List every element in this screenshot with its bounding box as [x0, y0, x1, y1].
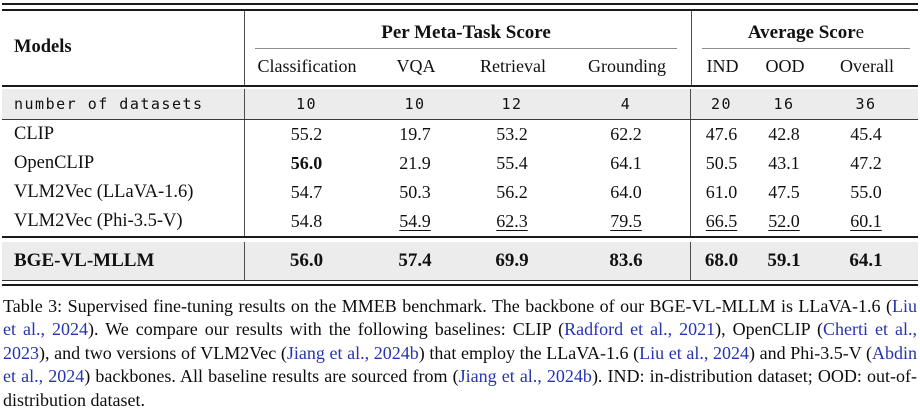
table-header: Models Per Meta-Task Score Average Score…	[2, 10, 918, 85]
value-cell: 55.0	[850, 181, 882, 202]
caption-text: ), and two versions of VLM2Vec (	[39, 342, 287, 363]
value-cell: 83.6	[609, 249, 643, 271]
dataset-count-cell: 10	[244, 88, 368, 119]
value-cell: 69.9	[495, 249, 529, 271]
top-rule-thick	[2, 8, 918, 11]
value-cell: 50.5	[690, 148, 752, 178]
value-cell: 59.1	[767, 249, 801, 271]
value-cell: 61.0	[690, 177, 752, 207]
dataset-count-cell: 4	[620, 94, 632, 113]
citation-link[interactable]: Jiang et al., 2024b	[458, 366, 592, 386]
value-cell: 42.8	[768, 123, 800, 144]
group-per-meta-task: Per Meta-Task Score	[245, 11, 691, 49]
value-cell: 57.4	[398, 249, 432, 271]
dataset-count-cell: 10	[404, 94, 426, 113]
body-bottom-rule	[2, 235, 918, 238]
datasets-row-label: number of datasets	[14, 94, 204, 113]
value-cell: 56.2	[496, 181, 528, 202]
column-header-ind: IND	[691, 48, 753, 85]
value-cell: 64.1	[849, 249, 883, 271]
model-name-cell: VLM2Vec (LLaVA-1.6)	[14, 181, 194, 202]
caption-text: ), OpenCLIP (	[715, 319, 823, 339]
value-cell: 54.9	[399, 210, 431, 231]
value-cell: 66.5	[690, 206, 752, 236]
dataset-count-cell: 16	[773, 94, 795, 113]
citation-link[interactable]: Radford et al., 2021	[564, 319, 716, 339]
value-cell: 52.0	[768, 210, 800, 231]
group-average-score-label-tail: e	[855, 21, 865, 43]
bottom-rule	[2, 283, 918, 286]
value-cell: 47.6	[690, 119, 752, 149]
model-name-cell: CLIP	[14, 123, 55, 144]
citation-link[interactable]: Cherti et al., 2023	[3, 319, 917, 363]
value-cell: 64.0	[610, 181, 642, 202]
caption-text: ) that employ the LLaVA-1.6 (	[418, 342, 640, 363]
caption-text: ). We compare our results with the follo…	[88, 319, 565, 339]
table-row: OpenCLIP 56.0 21.9 55.4 64.1 50.5 43.1 47.2	[2, 148, 918, 178]
caption-text: Table 3: Supervised fine-tuning results …	[3, 295, 892, 316]
value-cell: 62.3	[496, 210, 528, 231]
value-cell: 56.0	[244, 148, 368, 178]
baseline-rows: CLIP 55.2 19.7 53.2 62.2 47.6 42.8 45.4 OpenCLIP…	[2, 119, 918, 236]
header-bottom-rule	[2, 84, 918, 87]
model-name-cell: BGE-VL-MLLM	[14, 249, 155, 271]
table-row: VLM2Vec (LLaVA-1.6) 54.7 50.3 56.2 64.0 61.0 4…	[2, 177, 918, 207]
value-cell: 50.3	[399, 181, 431, 202]
value-cell: 60.1	[850, 210, 882, 231]
group-average-score-label: Average Score	[702, 22, 910, 49]
citation-link[interactable]: Liu et al., 2024	[639, 342, 749, 363]
table-caption: Table 3: Supervised fine-tuning results …	[3, 295, 917, 413]
dataset-count-cell: 12	[501, 94, 523, 113]
table-row: CLIP 55.2 19.7 53.2 62.2 47.6 42.8 45.4	[2, 119, 918, 149]
value-cell: 62.2	[610, 123, 642, 144]
table-row: VLM2Vec (Phi-3.5-V) 54.8 54.9 62.3 79.5 66.5 5…	[2, 206, 918, 236]
value-cell: 19.7	[399, 123, 431, 144]
value-cell: 54.8	[244, 206, 368, 236]
top-rule-thin	[2, 3, 918, 5]
header-groups: Per Meta-Task Score Average Score Classi…	[244, 10, 918, 85]
models-column-header: Models	[14, 37, 72, 57]
group-per-meta-task-label: Per Meta-Task Score	[255, 22, 677, 49]
citation-link[interactable]: Abdin et al., 2024	[3, 342, 917, 387]
column-header-overall: Overall	[840, 56, 894, 76]
number-of-datasets-row: number of datasets 10 10 12 4 20 16 36	[2, 88, 918, 120]
model-name-cell: VLM2Vec (Phi-3.5-V)	[14, 210, 183, 231]
group-average-score: Average Score	[691, 10, 918, 49]
column-header-retrieval: Retrieval	[480, 56, 546, 76]
value-cell: 21.9	[399, 152, 431, 173]
column-header-vqa: VQA	[396, 56, 436, 76]
column-header-row: Classification VQA Retrieval Grounding IND OO…	[245, 48, 918, 85]
value-cell: 54.7	[244, 177, 368, 207]
caption-text: ). IND: in-distribution dataset; OOD: ou…	[3, 366, 917, 410]
column-header-grounding: Grounding	[588, 56, 666, 76]
citation-link[interactable]: Jiang et al., 2024b	[286, 342, 419, 363]
value-cell: 64.1	[610, 152, 642, 173]
value-cell: 55.4	[496, 152, 528, 173]
column-header-classification: Classification	[257, 56, 357, 76]
model-name-cell: OpenCLIP	[14, 152, 95, 173]
dataset-count-cell: 20	[690, 88, 752, 119]
group-header-row: Per Meta-Task Score Average Score	[245, 10, 918, 49]
value-cell: 79.5	[610, 210, 642, 231]
column-header-ood: OOD	[765, 56, 805, 76]
value-cell: 47.2	[850, 152, 882, 173]
value-cell: 56.0	[244, 241, 368, 280]
bge-vl-mllm-row: BGE-VL-MLLM 56.0 57.4 69.9 83.6 68.0 59.1 64.1	[2, 241, 918, 281]
group-average-score-label-bold: Average Scor	[747, 21, 856, 43]
value-cell: 53.2	[496, 123, 528, 144]
dataset-count-cell: 36	[855, 94, 877, 113]
caption-text: ) backbones. All baseline results are so…	[84, 366, 459, 386]
value-cell: 68.0	[690, 241, 752, 280]
value-cell: 47.5	[768, 181, 800, 202]
caption-text: ) and Phi-3.5-V (	[748, 342, 872, 363]
value-cell: 55.2	[244, 119, 368, 149]
value-cell: 45.4	[850, 123, 882, 144]
results-table: Models Per Meta-Task Score Average Score…	[2, 3, 918, 286]
citation-link[interactable]: Liu et al., 2024	[3, 295, 917, 340]
value-cell: 43.1	[768, 152, 800, 173]
